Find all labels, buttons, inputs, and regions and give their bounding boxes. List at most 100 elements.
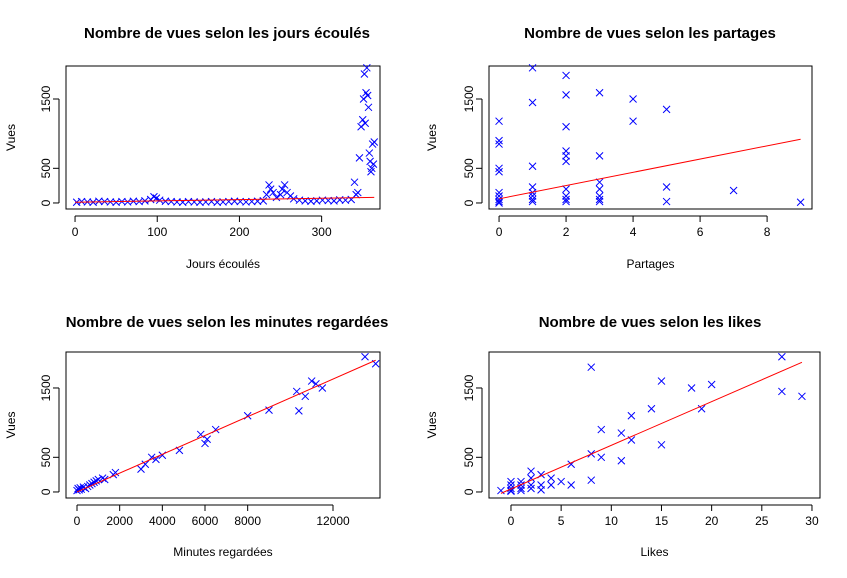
point [729, 186, 738, 195]
point [495, 188, 503, 197]
chart-title: Nombre de vues selon les partages [524, 25, 776, 42]
x-tick-label: 10 [605, 514, 619, 528]
point [307, 377, 316, 385]
fit-line [75, 196, 375, 203]
point [272, 193, 281, 202]
point [353, 188, 362, 197]
y-tick-label: 500 [462, 447, 476, 467]
point [595, 88, 604, 97]
point [567, 481, 576, 489]
point [152, 455, 160, 464]
point [276, 190, 285, 199]
point [657, 440, 666, 449]
point [587, 476, 596, 485]
point [495, 197, 503, 206]
point [528, 192, 537, 200]
point [627, 411, 636, 420]
x-tick-label: 100 [147, 225, 167, 239]
point [796, 198, 805, 207]
point [629, 95, 637, 103]
x-tick-label: 0 [74, 514, 81, 528]
x-tick-label: 6000 [192, 514, 219, 528]
x-tick-label: 6 [697, 225, 704, 239]
y-tick-label: 500 [39, 447, 53, 467]
point [318, 384, 327, 392]
point [495, 195, 503, 204]
point [629, 117, 637, 126]
x-tick-label: 15 [655, 514, 669, 528]
point [597, 425, 606, 434]
y-axis-label: Vues [425, 412, 439, 439]
point [562, 151, 570, 160]
point [167, 197, 176, 206]
point [350, 178, 359, 187]
x-tick-label: 200 [229, 225, 249, 239]
point [266, 185, 275, 193]
point [495, 140, 503, 148]
point [201, 439, 209, 448]
y-axis-label: Vues [4, 124, 18, 151]
point [355, 154, 364, 162]
point [495, 199, 503, 207]
point [278, 185, 287, 193]
point [778, 352, 786, 361]
point [295, 407, 303, 415]
point [269, 188, 277, 197]
fit-line [498, 138, 801, 200]
point [587, 363, 596, 372]
point [527, 474, 535, 482]
x-tick-label: 25 [755, 514, 769, 528]
plot-frame [65, 65, 381, 210]
point [528, 195, 537, 204]
point [657, 377, 666, 385]
point [528, 98, 537, 107]
point [562, 195, 570, 204]
point [562, 192, 570, 200]
point [301, 392, 310, 401]
x-tick-label: 8 [764, 225, 771, 239]
point [517, 486, 525, 495]
x-tick-label: 300 [312, 225, 332, 239]
point [528, 162, 537, 171]
x-tick-label: 5 [558, 514, 565, 528]
point [358, 115, 367, 124]
point [547, 474, 555, 482]
x-tick-label: 12000 [316, 514, 350, 528]
point [798, 392, 806, 401]
point [662, 197, 671, 206]
point [367, 164, 376, 173]
point [495, 164, 503, 173]
plot-frame [488, 65, 813, 210]
x-tick-label: 0 [72, 225, 79, 239]
y-tick-label: 500 [462, 158, 476, 178]
point [173, 198, 181, 206]
point [527, 484, 535, 493]
point [365, 149, 374, 157]
x-tick-label: 4000 [149, 514, 176, 528]
point [92, 477, 101, 485]
point [370, 138, 379, 146]
point [562, 90, 570, 99]
y-tick-label: 500 [39, 158, 53, 178]
point [507, 487, 515, 496]
x-tick-label: 20 [705, 514, 719, 528]
point [597, 453, 606, 462]
point [312, 379, 320, 388]
point [697, 404, 706, 413]
point [190, 198, 199, 206]
point [150, 192, 158, 201]
x-tick-label: 2000 [106, 514, 133, 528]
point [562, 185, 570, 193]
point [98, 474, 107, 482]
point [141, 460, 150, 469]
point [259, 197, 268, 205]
point [647, 404, 656, 413]
x-axis-label: Minutes regardées [173, 545, 272, 559]
point [361, 119, 370, 128]
point [687, 384, 696, 392]
x-tick-label: 4 [630, 225, 637, 239]
point [230, 197, 239, 206]
point [527, 467, 535, 476]
point [203, 435, 211, 444]
